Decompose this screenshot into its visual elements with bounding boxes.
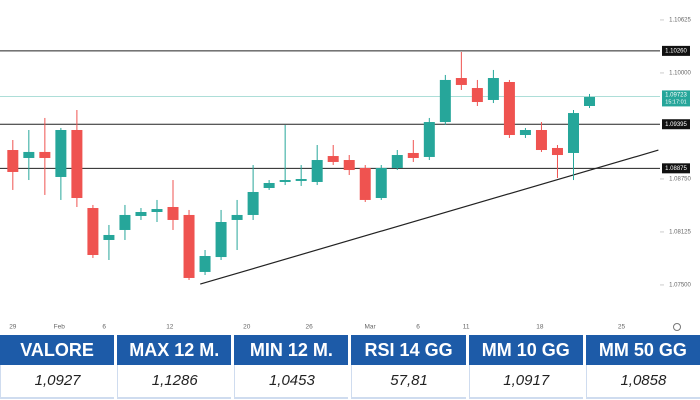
candle-body: [55, 129, 67, 177]
x-tick-label: 18: [536, 324, 544, 331]
last-price-label: 1.09723: [665, 92, 687, 98]
candle-body: [584, 97, 596, 106]
table-cell: 1,0917: [468, 365, 583, 399]
candle-body: [39, 151, 51, 158]
table-header-cell: RSI 14 GG: [351, 335, 466, 365]
candle-body: [423, 122, 435, 157]
candle-body: [455, 78, 467, 85]
level-label-box: [662, 45, 690, 56]
candle-body: [151, 209, 163, 212]
candle-body: [23, 151, 35, 158]
candle-body: [135, 212, 147, 216]
candle-body: [439, 79, 451, 123]
candle-body: [183, 214, 195, 278]
y-tick-label: 1.10625: [669, 18, 691, 24]
x-tick-label: Mar: [364, 324, 376, 331]
candle-body: [215, 222, 227, 258]
candle-body: [567, 113, 579, 153]
last-price-box: [662, 90, 690, 107]
x-tick-label: 6: [416, 324, 420, 331]
level-label: 1.10260: [665, 48, 687, 54]
candle-body: [119, 214, 131, 230]
x-tick-label: 20: [243, 324, 251, 331]
candle-body: [263, 182, 275, 189]
candle-body: [471, 88, 483, 103]
candle-body: [7, 150, 19, 172]
table-cell: 1,0858: [585, 365, 700, 399]
x-tick-label: Feb: [54, 324, 66, 331]
chart: 1.10625 1.10000 1.08750 1.08125 1.07500 29 Feb…: [0, 18, 692, 331]
candle-body: [199, 256, 211, 272]
candle-body: [71, 129, 83, 199]
table-cell: 57,81: [351, 365, 466, 399]
y-tick-label: 1.08750: [669, 177, 691, 183]
table-cell: 1,0927: [0, 365, 115, 399]
level-label: 1.09395: [665, 122, 687, 128]
candle-body: [87, 208, 99, 255]
trendline: [200, 149, 659, 285]
candle-body: [487, 78, 499, 100]
candle-body: [327, 156, 339, 162]
x-tick-label: 11: [463, 324, 470, 331]
candle-body: [103, 234, 115, 240]
level-label-box: [662, 119, 690, 130]
last-price-time: 15:17:01: [665, 99, 686, 105]
x-tick-label: 12: [166, 324, 174, 331]
level-label-box: [662, 163, 690, 174]
level-label: 1.08875: [665, 166, 687, 172]
candle-body: [519, 129, 531, 136]
candle-body: [295, 179, 307, 181]
candle-body: [247, 191, 259, 215]
candle-body: [359, 167, 371, 200]
table-cell: 1,0453: [234, 365, 349, 399]
y-tick-label: 1.08125: [669, 230, 691, 236]
candle-body: [231, 214, 243, 220]
table-header-cell: MAX 12 M.: [117, 335, 232, 365]
table-header-cell: VALORE: [0, 335, 115, 365]
settings-icon[interactable]: [673, 323, 681, 331]
candle-body: [391, 155, 403, 168]
table-cell: 1,1286: [117, 365, 232, 399]
candle-body: [279, 180, 291, 182]
candle-body: [343, 160, 355, 171]
x-tick-label: 29: [9, 324, 17, 331]
candle-body: [375, 167, 387, 199]
candle-body: [535, 129, 547, 151]
table-header-cell: MM 10 GG: [468, 335, 583, 365]
y-tick-label: 1.07500: [669, 283, 691, 289]
x-tick-label: 6: [102, 324, 106, 331]
table-header-cell: MIN 12 M.: [234, 335, 349, 365]
stats-table: VALORE MAX 12 M. MIN 12 M. RSI 14 GG MM 10 G…: [0, 335, 700, 399]
candle-body: [311, 160, 323, 182]
candle-body: [407, 152, 419, 158]
candle-body: [551, 147, 563, 156]
x-tick-label: 25: [618, 324, 626, 331]
candle-body: [503, 82, 515, 136]
candle-body: [167, 206, 179, 220]
y-tick-label: 1.10000: [669, 71, 691, 77]
table-header-cell: MM 50 GG: [585, 335, 700, 365]
x-tick-label: 26: [306, 324, 314, 331]
